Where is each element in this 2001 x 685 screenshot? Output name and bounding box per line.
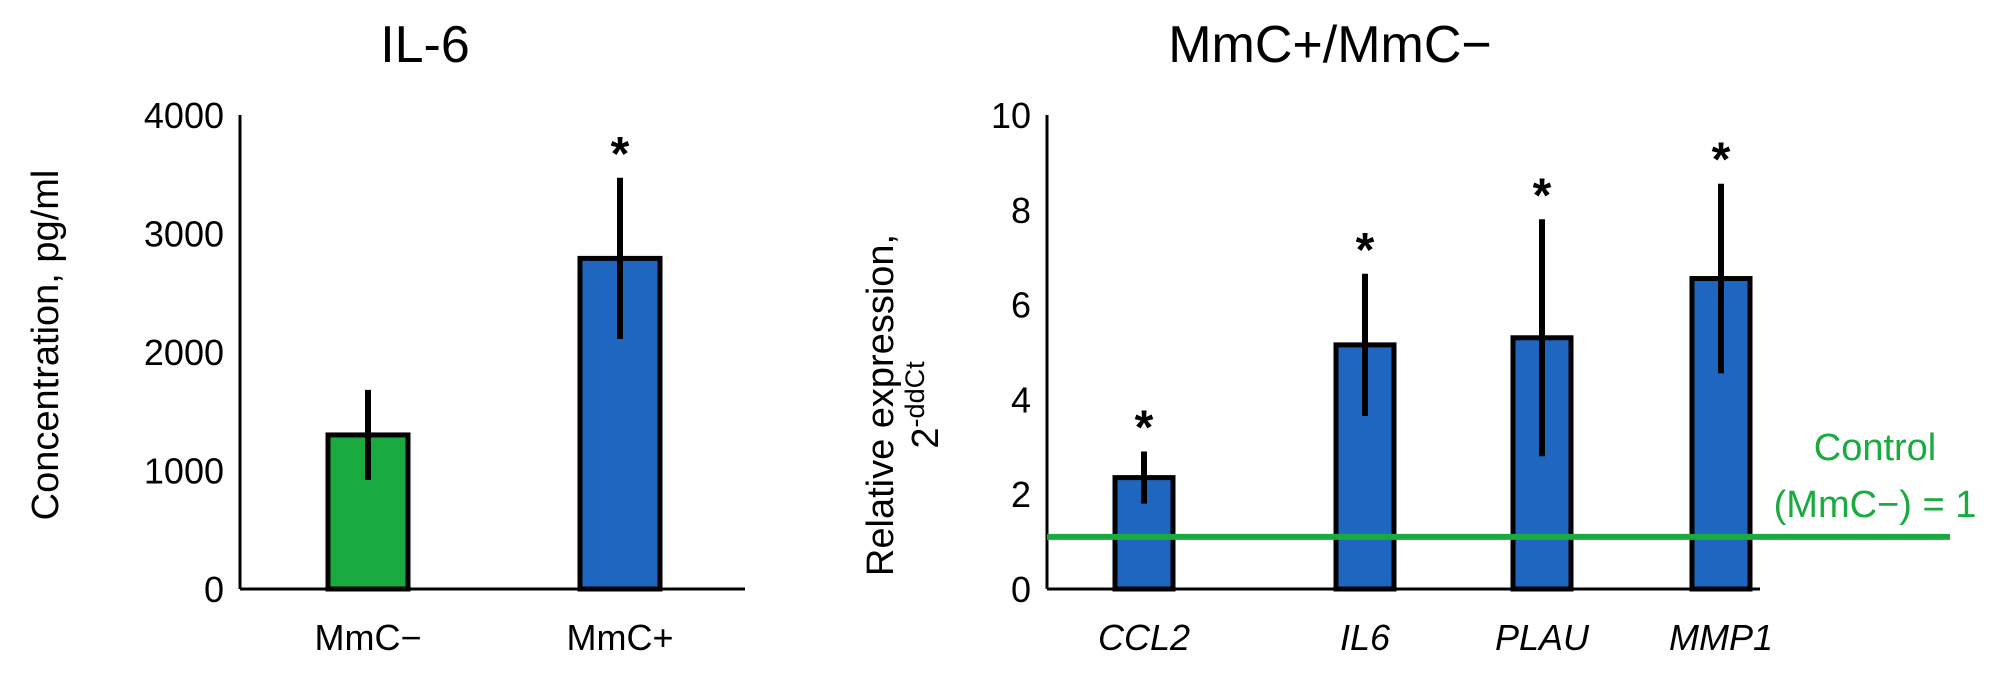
chart-title: IL-6 xyxy=(380,16,470,74)
significance-star: * xyxy=(1533,169,1552,222)
significance-star: * xyxy=(1135,402,1154,455)
reference-label-line2: (MmC−) = 1 xyxy=(1774,484,1977,526)
x-tick-label: MmC+ xyxy=(567,617,674,658)
y-tick-label: 4000 xyxy=(144,95,224,136)
y-axis-label-unit: 2-ddCt xyxy=(900,361,947,449)
significance-star: * xyxy=(1356,224,1375,277)
error-bars xyxy=(1141,183,1724,504)
x-tick-label: CCL2 xyxy=(1098,617,1190,658)
significance-star: * xyxy=(611,128,630,181)
y-tick-label: 0 xyxy=(1011,569,1031,610)
chart-relative-expression: MmC+/MmC− Relative expression, 2-ddCt 0 2… xyxy=(860,16,1976,658)
y-tick-label: 2 xyxy=(1011,474,1031,515)
chart-title: MmC+/MmC− xyxy=(1168,16,1492,74)
bars xyxy=(325,255,663,592)
y-tick-label: 10 xyxy=(991,95,1031,136)
y-tick-label: 0 xyxy=(204,569,224,610)
y-tick-label: 6 xyxy=(1011,285,1031,326)
y-tick-label: 4 xyxy=(1011,379,1031,420)
y-axis-label: Relative expression, xyxy=(860,234,902,576)
bars xyxy=(1112,276,1753,592)
x-tick-label: MMP1 xyxy=(1669,617,1773,658)
y-tick-label: 1000 xyxy=(144,451,224,492)
x-tick-labels: MmC− MmC+ xyxy=(315,617,674,658)
y-tick-label: 3000 xyxy=(144,214,224,255)
x-tick-labels: CCL2 IL6 PLAU MMP1 xyxy=(1098,617,1773,658)
chart-il6: IL-6 Concentration, pg/ml 0 1000 2000 3000 4… xyxy=(25,16,745,658)
reference-label-line1: Control xyxy=(1814,427,1937,469)
x-tick-label: MmC− xyxy=(315,617,422,658)
bar-2 xyxy=(1510,335,1574,592)
y-tick-labels: 0 1000 2000 3000 4000 xyxy=(144,95,224,610)
significance-markers: * * * * xyxy=(1135,134,1731,455)
y-tick-label: 8 xyxy=(1011,190,1031,231)
error-bars xyxy=(365,177,623,480)
x-tick-label: PLAU xyxy=(1495,617,1590,658)
x-tick-label: IL6 xyxy=(1340,617,1391,658)
significance-markers: * xyxy=(611,128,630,181)
y-axis-label: Concentration, pg/ml xyxy=(25,170,67,521)
y-tick-label: 2000 xyxy=(144,332,224,373)
y-tick-labels: 0 2 4 6 8 10 xyxy=(991,95,1031,610)
significance-star: * xyxy=(1712,134,1731,187)
